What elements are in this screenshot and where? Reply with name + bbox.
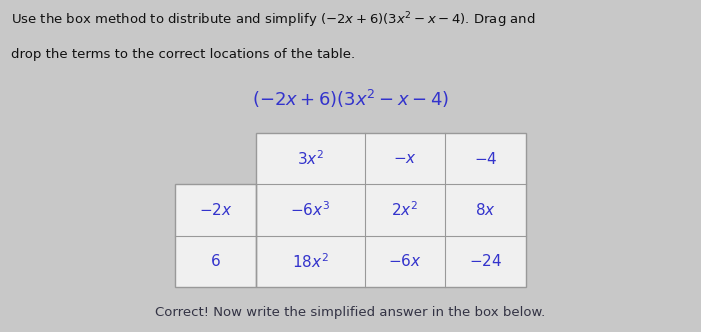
Text: $-x$: $-x$ xyxy=(393,151,417,166)
Text: $2x^2$: $2x^2$ xyxy=(391,201,418,219)
Bar xyxy=(365,133,445,184)
Text: $6$: $6$ xyxy=(210,253,221,270)
Bar xyxy=(365,236,445,287)
Bar xyxy=(256,184,365,236)
Bar xyxy=(175,184,256,287)
Text: $(-2x+6)(3x^2-x-4)$: $(-2x+6)(3x^2-x-4)$ xyxy=(252,88,449,110)
Text: $-4$: $-4$ xyxy=(474,150,497,167)
Text: $3x^2$: $3x^2$ xyxy=(297,149,324,168)
Text: $-24$: $-24$ xyxy=(469,253,502,270)
Text: $8x$: $8x$ xyxy=(475,202,496,218)
Text: $18x^2$: $18x^2$ xyxy=(292,252,329,271)
Bar xyxy=(256,236,365,287)
Text: $-2x$: $-2x$ xyxy=(199,202,232,218)
Bar xyxy=(175,236,256,287)
Bar xyxy=(445,184,526,236)
Bar xyxy=(256,133,526,287)
Text: Use the box method to distribute and simplify $(-2x+6)(3x^2-x-4)$. Drag and: Use the box method to distribute and sim… xyxy=(11,10,535,30)
Text: Correct! Now write the simplified answer in the box below.: Correct! Now write the simplified answer… xyxy=(156,306,545,319)
Bar xyxy=(175,184,256,236)
Bar xyxy=(445,236,526,287)
Bar xyxy=(365,184,445,236)
Text: $-6x$: $-6x$ xyxy=(388,253,421,270)
Bar xyxy=(256,133,365,184)
Text: $-6x^3$: $-6x^3$ xyxy=(290,201,330,219)
Text: drop the terms to the correct locations of the table.: drop the terms to the correct locations … xyxy=(11,48,355,61)
Bar xyxy=(445,133,526,184)
